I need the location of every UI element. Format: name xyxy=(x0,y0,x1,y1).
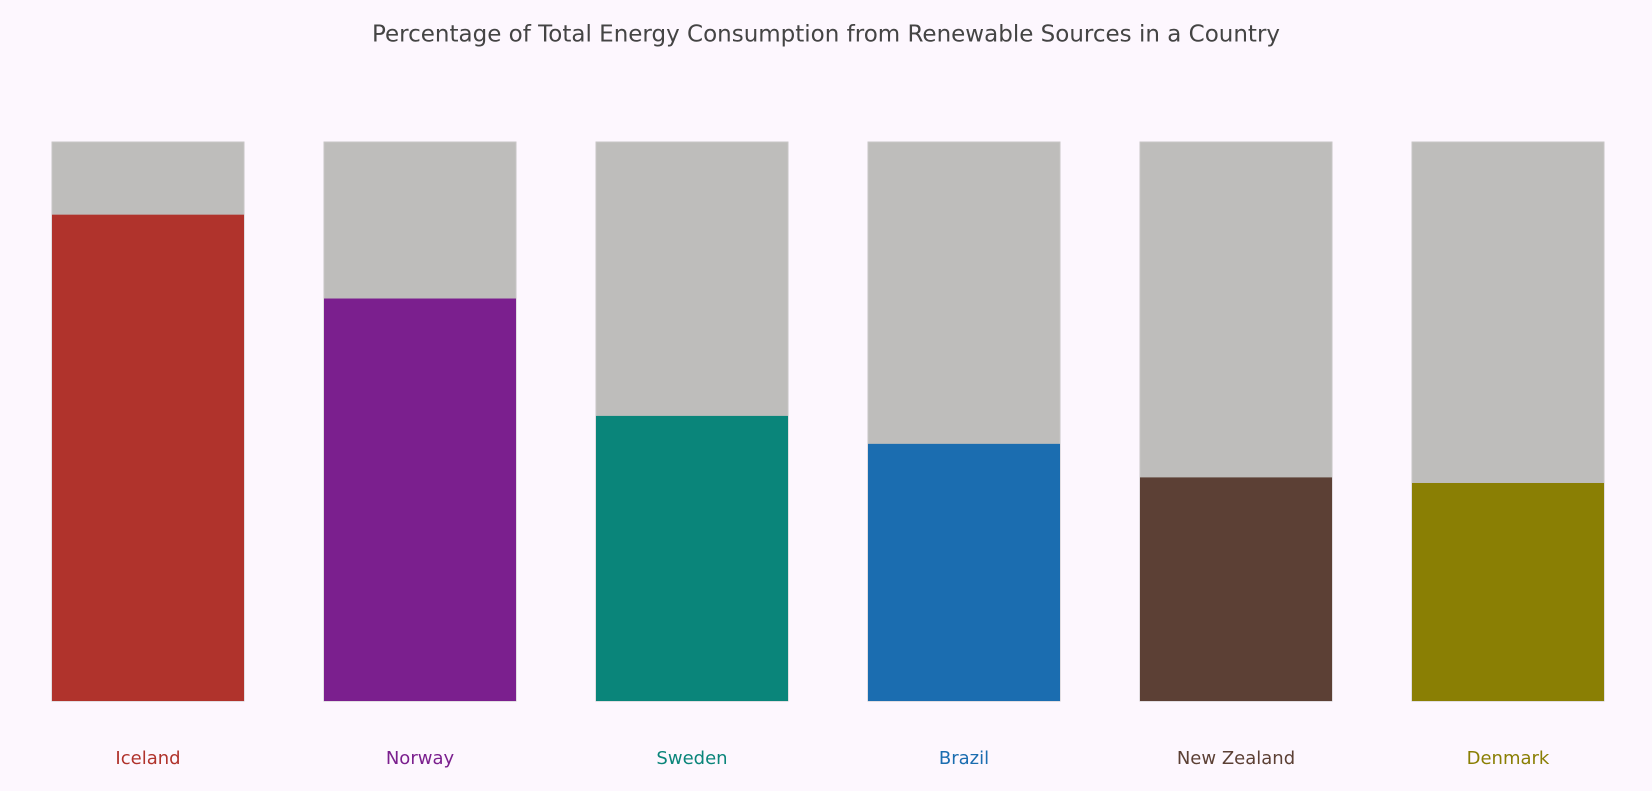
bar xyxy=(324,298,516,701)
x-tick-label: Norway xyxy=(386,748,455,769)
chart-title: Percentage of Total Energy Consumption f… xyxy=(372,22,1280,48)
bar xyxy=(868,443,1060,701)
x-tick-label: Denmark xyxy=(1467,748,1550,769)
bar xyxy=(52,214,244,702)
x-tick-label: Brazil xyxy=(939,748,989,769)
x-tick-label: Iceland xyxy=(115,748,180,769)
x-tick-label: New Zealand xyxy=(1177,748,1295,769)
bar xyxy=(596,415,788,701)
bar xyxy=(1140,477,1332,701)
x-tick-label: Sweden xyxy=(656,748,727,769)
bar xyxy=(1412,482,1604,701)
